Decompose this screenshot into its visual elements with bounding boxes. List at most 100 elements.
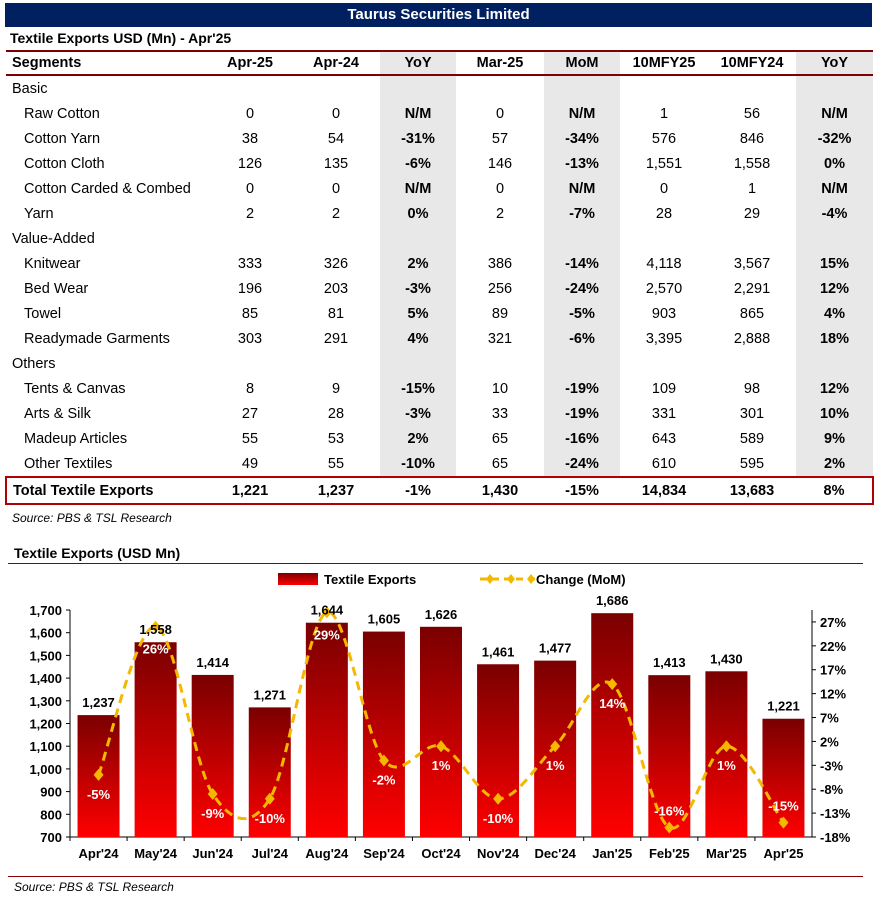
table-cell: -4% <box>796 201 873 226</box>
table-cell: Madeup Articles <box>24 430 128 447</box>
table-cell: Other Textiles <box>24 455 113 472</box>
x-tick-label: Apr'25 <box>763 846 803 861</box>
table-cell: 55 <box>241 430 259 447</box>
column-header: 10MFY24 <box>708 50 796 76</box>
table-row: Value-Added <box>6 226 873 251</box>
column-header: Apr-24 <box>292 50 380 76</box>
table-cell: Tents & Canvas <box>24 380 126 397</box>
x-tick-label: Apr'24 <box>79 846 120 861</box>
table-cell: 10 <box>491 380 509 397</box>
line-value-label: -2% <box>372 773 396 788</box>
bar-textile-exports <box>705 671 748 837</box>
table-cell: 1 <box>659 105 669 122</box>
x-tick-label: Aug'24 <box>305 846 349 861</box>
line-marker-mom <box>778 816 789 829</box>
table-cell: N/M <box>544 101 620 126</box>
right-tick-label: -3% <box>820 758 844 773</box>
bar-value-label: 1,430 <box>710 651 743 666</box>
table-cell: -34% <box>544 126 620 151</box>
table-cell: 5% <box>380 301 456 326</box>
total-row: Total Textile Exports 1,221 1,237 -1% 1,430-… <box>5 476 874 505</box>
table-cell: -3% <box>380 401 456 426</box>
line-value-label: 26% <box>143 642 169 657</box>
table-cell: 331 <box>651 405 677 422</box>
bar-value-label: 1,461 <box>482 644 515 659</box>
table-cell: 54 <box>327 130 345 147</box>
table-cell: 291 <box>323 330 349 347</box>
table-cell: Yarn <box>24 205 54 222</box>
table-cell: 3,567 <box>733 255 771 272</box>
x-tick-label: Jun'24 <box>192 846 233 861</box>
table-cell: 55 <box>327 455 345 472</box>
table-cell: 33 <box>491 405 509 422</box>
line-marker-mom <box>493 792 504 805</box>
line-marker-mom <box>436 740 446 753</box>
line-value-label: 29% <box>314 627 340 642</box>
chart-title: Textile Exports (USD Mn) <box>14 545 181 561</box>
x-tick-label: Jul'24 <box>252 846 289 861</box>
left-tick-label: 800 <box>40 807 62 822</box>
bar-value-label: 1,558 <box>139 622 172 637</box>
line-marker-mom <box>550 740 561 753</box>
right-tick-label: -18% <box>820 830 851 845</box>
x-tick-label: Jan'25 <box>592 846 632 861</box>
table-cell: 126 <box>237 155 263 172</box>
line-marker-mom <box>664 821 675 834</box>
table-row: Cotton Carded & Combed 0 0 N/M 0 N/M 0 1 N/M <box>6 176 873 201</box>
table-cell <box>708 351 796 376</box>
bar-value-label: 1,686 <box>596 593 629 608</box>
line-marker-mom <box>93 768 104 781</box>
table-cell: 85 <box>241 305 259 322</box>
table-row: Knitwear 333 326 2% 386 -14% 4,118 3,567 15% <box>6 251 873 276</box>
table-header-row: Segments Apr-25 Apr-24 YoY Mar-25 MoM 10MFY25 1… <box>6 50 873 76</box>
table-cell: 301 <box>739 405 765 422</box>
table-cell: -24% <box>544 451 620 477</box>
table-cell: N/M <box>544 176 620 201</box>
table-cell: 0 <box>495 105 505 122</box>
table-cell: 27 <box>241 405 259 422</box>
table-cell: -3% <box>380 276 456 301</box>
table-cell: N/M <box>380 176 456 201</box>
chart-source-note: Source: PBS & TSL Research <box>14 880 174 894</box>
bar-value-label: 1,271 <box>253 687 286 702</box>
left-tick-label: 900 <box>40 785 62 800</box>
table-cell: 1 <box>747 180 757 197</box>
column-header: MoM <box>544 50 620 76</box>
table-cell <box>292 351 380 376</box>
textile-exports-chart: Textile Exports Change (MoM) 700 800 900 1,… <box>29 572 851 861</box>
bar-value-label: 1,237 <box>82 695 115 710</box>
table-cell: 28 <box>655 205 673 222</box>
table-cell: Value-Added <box>12 230 95 247</box>
table-cell <box>380 226 456 251</box>
left-tick-label: 700 <box>40 830 62 845</box>
column-header: Mar-25 <box>456 50 544 76</box>
table-cell <box>292 226 380 251</box>
table-cell: 4% <box>380 326 456 351</box>
table-cell: 8% <box>796 476 874 505</box>
right-tick-label: -8% <box>820 782 844 797</box>
column-header: YoY <box>796 50 873 76</box>
table-row: Yarn 2 2 0% 2 -7% 28 29 -4% <box>6 201 873 226</box>
table-cell: Knitwear <box>24 255 81 272</box>
line-value-label: 1% <box>717 758 736 773</box>
column-header: YoY <box>380 50 456 76</box>
table-cell: 109 <box>651 380 677 397</box>
table-cell: 0% <box>380 201 456 226</box>
x-tick-label: Dec'24 <box>534 846 576 861</box>
table-cell: 8 <box>245 380 255 397</box>
table-cell <box>544 75 620 101</box>
table-cell: 0% <box>796 151 873 176</box>
line-value-label: 1% <box>546 758 565 773</box>
table-cell: -16% <box>544 426 620 451</box>
x-tick-label: Oct'24 <box>421 846 461 861</box>
table-cell <box>208 351 292 376</box>
table-cell: 1,237 <box>292 476 380 505</box>
chart-bottom-rule <box>8 876 863 877</box>
right-tick-label: 17% <box>820 663 846 678</box>
table-cell: 2,888 <box>733 330 771 347</box>
table-cell: 2 <box>331 205 341 222</box>
table-row: Towel 85 81 5% 89 -5% 903 865 4% <box>6 301 873 326</box>
line-value-label: 14% <box>599 696 625 711</box>
table-cell <box>292 75 380 101</box>
table-cell: Readymade Garments <box>24 330 170 347</box>
